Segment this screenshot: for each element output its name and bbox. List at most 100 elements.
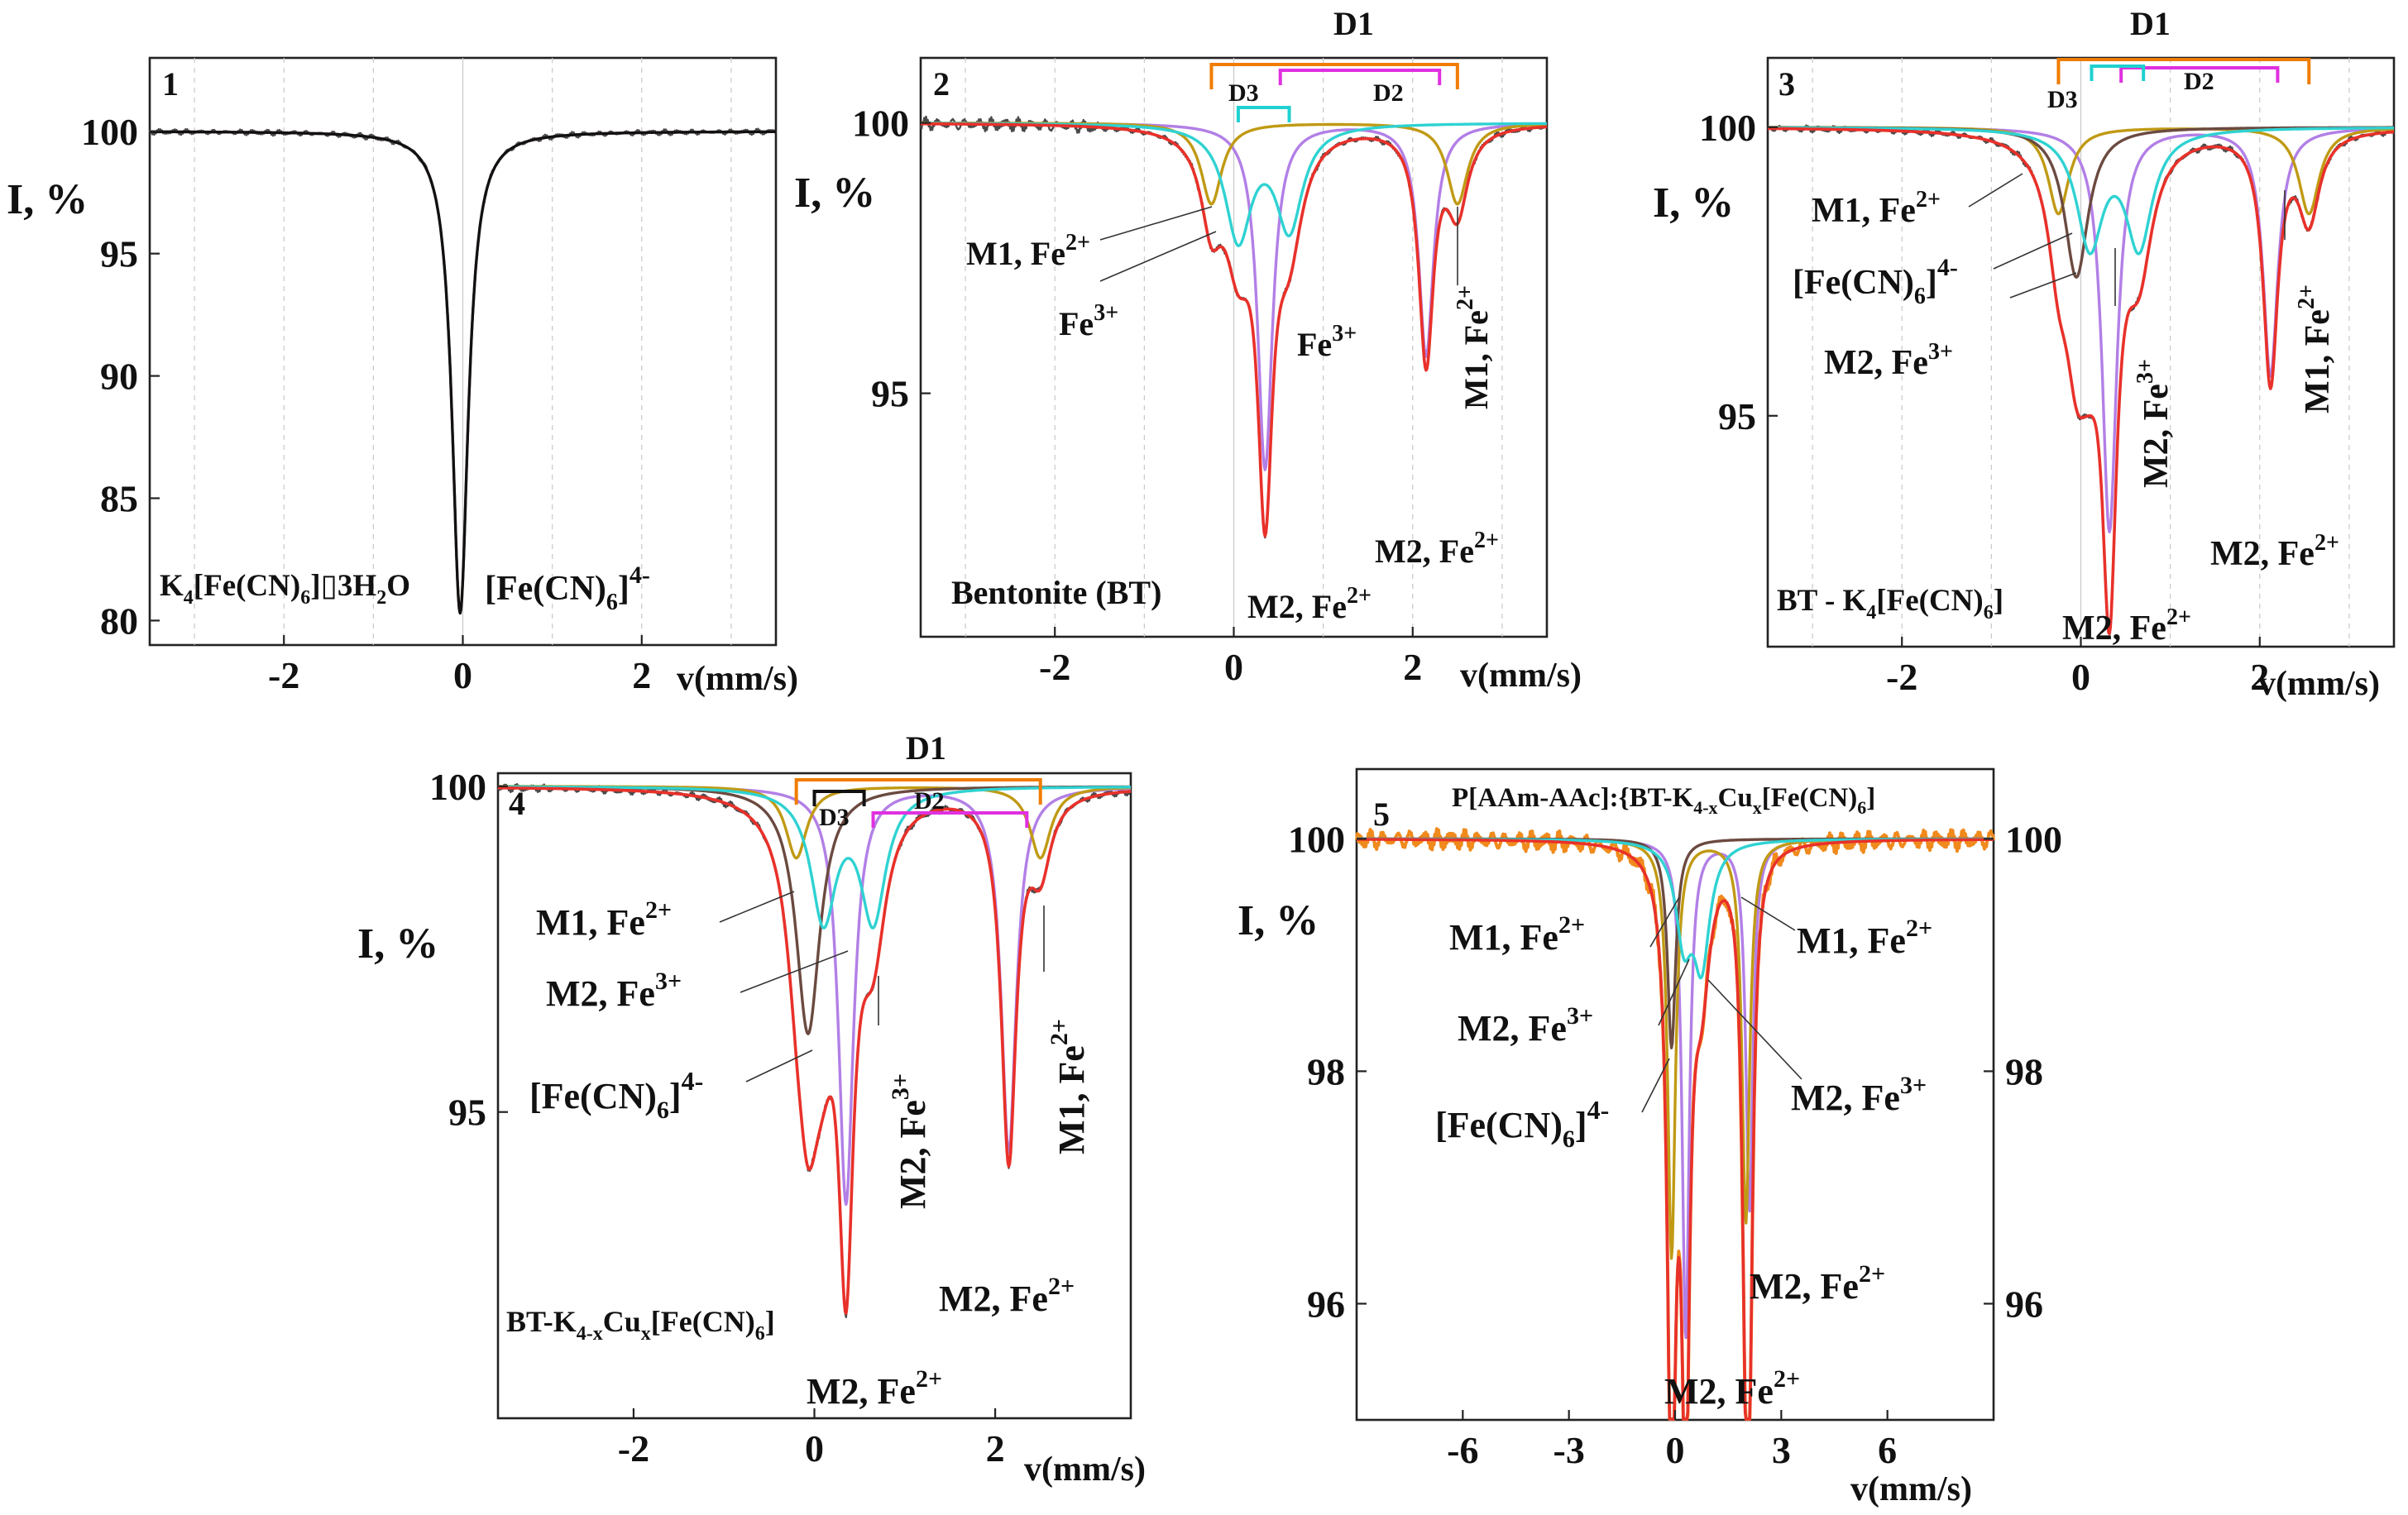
annotation: M1, Fe2+ bbox=[2294, 284, 2337, 413]
bracket-d1 bbox=[2056, 58, 2311, 84]
leader-line bbox=[1649, 896, 1680, 948]
panel-2-sample-label: Bentonite (BT) bbox=[951, 574, 1161, 611]
y-tick-label-right: 96 bbox=[2005, 1283, 2043, 1325]
y-tick-label: 100 bbox=[1699, 107, 1756, 149]
panel-1-number: 1 bbox=[162, 65, 179, 103]
y-tick-label: 95 bbox=[100, 233, 138, 275]
x-tick-label: -2 bbox=[268, 654, 299, 696]
x-tick-label: 2 bbox=[986, 1427, 1005, 1470]
leader-line bbox=[719, 891, 795, 923]
panel-5-xlabel: v(mm/s) bbox=[1850, 1470, 1972, 1508]
x-tick-label: 6 bbox=[1878, 1429, 1897, 1471]
annotation: M2, Fe3+ bbox=[546, 968, 682, 1014]
panel-3-brackets: D1 D2 D3 bbox=[2047, 5, 2311, 113]
annotation: M2, Fe2+ bbox=[1664, 1365, 1800, 1412]
bracket-label-d3: D3 bbox=[1228, 79, 1259, 107]
fit-envelope bbox=[1767, 127, 2395, 636]
panel-4-ylabel: I, % bbox=[357, 920, 438, 968]
bracket-label-d1: D1 bbox=[2130, 5, 2171, 42]
bracket-label-d1: D1 bbox=[906, 729, 946, 767]
panel-5-ylabel: I, % bbox=[1238, 897, 1319, 944]
panel-2-xlabel: v(mm/s) bbox=[1460, 657, 1582, 695]
annotation: M1, Fe2+ bbox=[1046, 1019, 1092, 1154]
y-tick-label: 95 bbox=[448, 1092, 486, 1134]
annotation: M2, Fe2+ bbox=[939, 1273, 1075, 1319]
y-tick-label: 100 bbox=[852, 103, 909, 145]
annotation: M1, Fe2+ bbox=[536, 896, 672, 943]
bracket-d2 bbox=[1278, 69, 1442, 85]
fit-envelope bbox=[920, 122, 1548, 538]
x-tick-label: 0 bbox=[1666, 1429, 1685, 1471]
panel-2-number: 2 bbox=[933, 65, 950, 103]
leader-line bbox=[1968, 173, 2023, 208]
annotation: M1, Fe2+ bbox=[1812, 187, 1941, 230]
x-tick-label: -3 bbox=[1553, 1429, 1585, 1471]
annotation: Fe3+ bbox=[1297, 321, 1357, 363]
panel-4-number: 4 bbox=[509, 785, 525, 822]
panel-2-brackets: D1 D2 D3 bbox=[1209, 5, 1459, 122]
panel-4-xlabel: v(mm/s) bbox=[1024, 1450, 1146, 1489]
y-tick-label: 95 bbox=[871, 373, 909, 415]
annotation: M2, Fe3+ bbox=[1824, 339, 1953, 382]
leader-line bbox=[2009, 272, 2077, 299]
leader-line bbox=[1707, 979, 1802, 1080]
panel-2: -2 0 2 95 100 D1 D2 D3 2 I, % v(mm/s) Bentonit… bbox=[794, 5, 1582, 695]
annotation: M2, Fe3+ bbox=[1791, 1072, 1927, 1118]
leader-line bbox=[1099, 231, 1217, 282]
x-tick-label: -6 bbox=[1447, 1429, 1478, 1471]
bracket-label-d1: D1 bbox=[1333, 5, 1374, 42]
x-tick-label: 0 bbox=[2071, 656, 2090, 698]
x-tick-label: 0 bbox=[1224, 646, 1243, 688]
x-tick-label: 3 bbox=[1772, 1429, 1791, 1471]
annotation: M2, Fe2+ bbox=[1750, 1260, 1885, 1307]
x-tick-label: 2 bbox=[2250, 656, 2269, 698]
panel-3-ylabel: I, % bbox=[1653, 179, 1734, 227]
bracket-label-d2: D2 bbox=[1373, 79, 1404, 107]
y-tick-label: 85 bbox=[100, 478, 138, 520]
panel-3-number: 3 bbox=[1778, 65, 1795, 103]
bracket-d3 bbox=[1236, 106, 1291, 122]
panel-3-sample-label: BT - K4[Fe(CN)6] bbox=[1777, 584, 2003, 624]
panel-4-brackets: D1 D2 D3 bbox=[794, 729, 1042, 831]
panel-1-xlabel: v(mm/s) bbox=[677, 660, 798, 698]
component-m2-fe3 bbox=[1767, 126, 2395, 256]
annotation: M1, Fe2+ bbox=[966, 230, 1090, 272]
x-tick-label: 0 bbox=[805, 1427, 824, 1470]
panel-3-annotations: M1, Fe2+ [Fe(CN)6]4- M2, Fe3+ M2, Fe3+ M… bbox=[1793, 173, 2339, 648]
panel-2-curves bbox=[919, 115, 1548, 539]
y-tick-label: 100 bbox=[81, 111, 138, 153]
panel-4-sample-label: BT-K4-xCux[Fe(CN)6] bbox=[506, 1305, 775, 1345]
x-tick-label: -2 bbox=[1886, 656, 1917, 698]
bracket-d1 bbox=[1209, 63, 1459, 89]
annotation: M1, Fe2+ bbox=[1449, 911, 1585, 958]
leader-line bbox=[1740, 896, 1796, 931]
leader-line bbox=[1658, 958, 1690, 1026]
bracket-label-d3: D3 bbox=[819, 804, 850, 831]
bracket-label-d2: D2 bbox=[2184, 68, 2214, 95]
experimental-spectrum bbox=[496, 782, 1132, 1318]
panel-3-curves bbox=[1767, 124, 2396, 636]
annotation: M2, Fe3+ bbox=[887, 1073, 933, 1209]
x-tick-label: -2 bbox=[1039, 646, 1070, 688]
fit-envelope bbox=[497, 786, 1132, 1315]
annotation: M2, Fe3+ bbox=[1458, 1002, 1593, 1049]
panel-1: -2 0 2 80 85 90 95 100 1 I, % v(mm/s) K4[Fe(CN)… bbox=[7, 56, 798, 698]
panel-4-curves bbox=[496, 782, 1132, 1318]
leader-line bbox=[1641, 1058, 1670, 1113]
annotation: M2, Fe2+ bbox=[1375, 528, 1499, 570]
bracket-d2 bbox=[2119, 66, 2280, 83]
leader-line bbox=[740, 950, 849, 993]
bracket-d1 bbox=[794, 778, 1042, 805]
annotation: [Fe(CN)6]4- bbox=[1793, 254, 1958, 309]
panel-5-sample-label: P[AAm-AAc]:{BT-K4-xCux[Fe(CN)6] bbox=[1452, 783, 1875, 818]
y-tick-label: 80 bbox=[100, 600, 138, 642]
leader-line bbox=[745, 1049, 813, 1082]
x-tick-label: -2 bbox=[618, 1427, 649, 1470]
panel-3-xlabel: v(mm/s) bbox=[2258, 665, 2380, 703]
panel-5: -6 -3 0 3 6 96 98 100 96 98 100 5 I, % v(mm/s) P[A… bbox=[1238, 767, 2062, 1508]
x-tick-label: 2 bbox=[1403, 646, 1422, 688]
panel-5-curves bbox=[1355, 827, 1995, 1421]
x-tick-label: 2 bbox=[632, 654, 651, 696]
leader-line bbox=[1993, 232, 2073, 270]
annotation: M2, Fe2+ bbox=[2210, 530, 2339, 573]
